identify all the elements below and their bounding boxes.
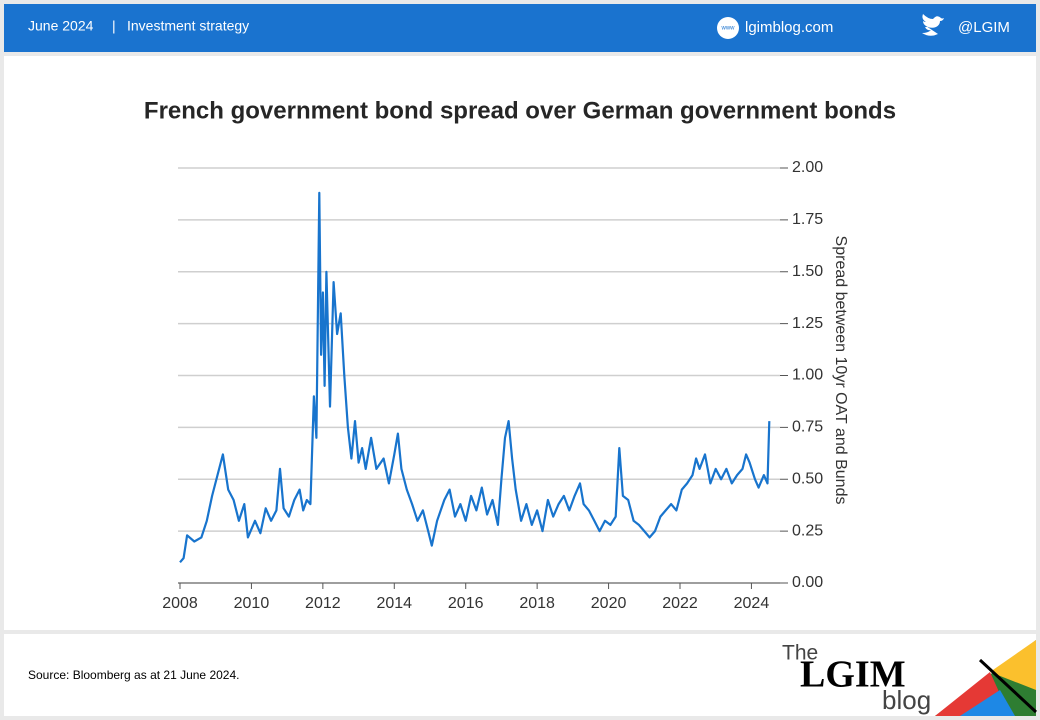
twitter-icon bbox=[922, 14, 944, 36]
header-website[interactable]: lgimblog.com bbox=[745, 19, 833, 36]
x-tick-label: 2008 bbox=[162, 595, 198, 612]
header-separator: | bbox=[112, 18, 116, 34]
y-tick-label: 0.00 bbox=[792, 574, 823, 591]
y-tick-label: 1.50 bbox=[792, 263, 823, 280]
line-series bbox=[179, 191, 771, 564]
logo-umbrella bbox=[935, 640, 1038, 716]
y-tick-label: 0.75 bbox=[792, 419, 823, 436]
header-section: Investment strategy bbox=[127, 18, 249, 34]
header-bar bbox=[4, 4, 1036, 52]
y-tick-label: 0.50 bbox=[792, 470, 823, 487]
chart-panel bbox=[4, 56, 1036, 630]
logo-the: The bbox=[782, 642, 818, 665]
header-date: June 2024 bbox=[28, 18, 94, 34]
y-tick-label: 1.75 bbox=[792, 211, 823, 228]
web-icon-text: www bbox=[721, 26, 736, 32]
y-axis-label: Spread between 10yr OAT and Bunds bbox=[832, 236, 849, 505]
x-tick-label: 2022 bbox=[662, 595, 698, 612]
web-icon bbox=[717, 17, 739, 39]
source-note: Source: Bloomberg as at 21 June 2024. bbox=[28, 668, 239, 682]
x-tick-label: 2020 bbox=[591, 595, 627, 612]
x-tick-label: 2010 bbox=[234, 595, 270, 612]
chart-title: French government bond spread over Germa… bbox=[144, 97, 896, 124]
y-tick-label: 0.25 bbox=[792, 522, 823, 539]
x-tick-label: 2024 bbox=[734, 595, 770, 612]
x-tick-label: 2012 bbox=[305, 595, 341, 612]
logo-blog: blog bbox=[882, 685, 931, 715]
header-twitter[interactable]: @LGIM bbox=[958, 19, 1010, 36]
footer-panel bbox=[4, 634, 1036, 716]
x-tick-label: 2014 bbox=[376, 595, 412, 612]
x-tick-label: 2016 bbox=[448, 595, 484, 612]
logo-lgim: LGIM bbox=[800, 654, 906, 696]
x-tick-label: 2018 bbox=[519, 595, 555, 612]
y-tick-label: 2.00 bbox=[792, 159, 823, 176]
y-tick-label: 1.25 bbox=[792, 315, 823, 332]
y-tick-label: 1.00 bbox=[792, 367, 823, 384]
